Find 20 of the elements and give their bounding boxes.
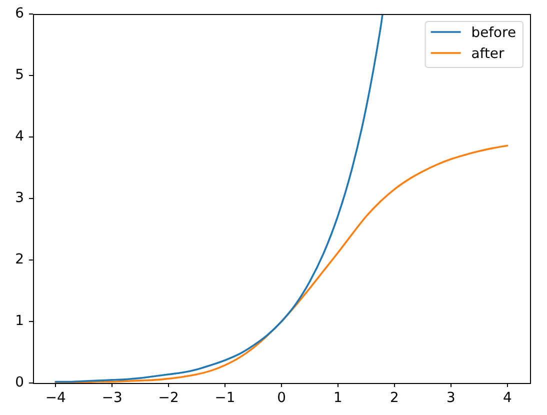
x-tick-label: 4 [502, 390, 512, 406]
y-tick-label: 3 [15, 190, 24, 206]
y-tick-label: 5 [15, 67, 24, 84]
x-tick-label: −3 [102, 390, 122, 406]
y-tick-label: 2 [15, 252, 24, 268]
y-tick-label: 6 [15, 6, 24, 22]
y-tick-label: 0 [15, 374, 24, 391]
y-tick-label: 4 [15, 128, 24, 145]
line-series [54, 144, 508, 383]
x-tick-label: −1 [214, 390, 236, 406]
legend-label: after [471, 46, 504, 62]
x-tick-label: 3 [446, 390, 456, 406]
line-series [54, 14, 384, 383]
x-tick-label: 0 [277, 390, 286, 406]
x-tick-label: −2 [158, 390, 179, 406]
x-tick-label: −4 [45, 390, 66, 406]
x-tick-label: 1 [334, 390, 342, 406]
legend-label: before [471, 25, 516, 42]
x-tick-label: 2 [390, 390, 399, 406]
y-tick-label: 1 [15, 313, 24, 330]
